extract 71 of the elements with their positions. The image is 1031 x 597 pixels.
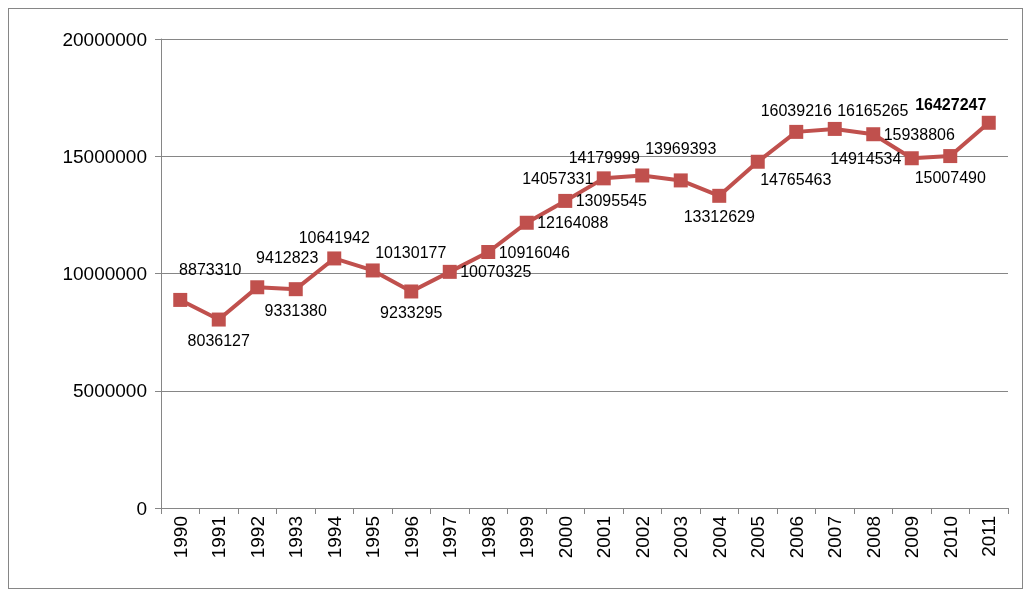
point [404, 284, 419, 299]
point [365, 263, 380, 278]
x-tick-label: 2011 [978, 516, 1000, 557]
point [211, 312, 226, 327]
point [250, 280, 265, 295]
point [558, 193, 573, 208]
data-label: 10916046 [498, 243, 570, 261]
y-tick-label: 5000000 [73, 380, 147, 402]
data-label: 15938806 [883, 125, 955, 143]
y-tick-label: 10000000 [62, 263, 147, 284]
point [866, 127, 881, 142]
data-label: 16165265 [837, 102, 909, 120]
point [442, 264, 457, 279]
point [173, 292, 188, 307]
x-tick-label: 2005 [747, 516, 769, 559]
point [673, 173, 688, 188]
x-tick-label: 2010 [939, 516, 961, 559]
point [750, 154, 765, 169]
y-tick-label: 20000000 [62, 28, 147, 50]
x-tick-label: 2009 [901, 516, 923, 559]
point [596, 171, 611, 186]
data-label: 8873310 [179, 261, 242, 279]
data-label: 12164088 [537, 214, 609, 232]
point [981, 115, 996, 130]
data-label: 9412823 [256, 248, 319, 266]
data-label: 14179999 [568, 148, 640, 166]
x-tick-label: 2006 [785, 516, 807, 559]
data-label: 10130177 [375, 243, 447, 261]
x-tick-label: 1991 [208, 516, 230, 559]
x-tick-label: 1997 [439, 516, 461, 559]
point [943, 149, 958, 164]
data-label: 9331380 [264, 301, 327, 319]
x-tick-label: 1996 [400, 516, 422, 559]
data-label: 13969393 [645, 139, 717, 157]
x-tick-label: 2007 [824, 516, 846, 559]
data-label: 16039216 [760, 102, 832, 120]
data-label: 8036127 [187, 332, 250, 350]
x-tick-label: 1992 [246, 516, 268, 559]
data-label: 10070325 [460, 263, 532, 281]
x-tick-label: 2003 [670, 516, 692, 559]
data-label: 14914534 [830, 149, 902, 167]
data-label: 16427247 [915, 96, 987, 114]
data-label: 14765463 [760, 171, 832, 189]
point [327, 251, 342, 266]
y-tick-label: 15000000 [62, 145, 147, 167]
x-tick-label: 1993 [285, 516, 307, 559]
x-tick-label: 2008 [862, 516, 884, 559]
point [635, 168, 650, 183]
point [712, 188, 727, 203]
x-tick-label: 2004 [708, 515, 730, 559]
data-label: 13312629 [683, 208, 755, 226]
point [481, 245, 496, 260]
point [288, 282, 303, 297]
point [789, 124, 804, 139]
x-tick-label: 1999 [516, 516, 538, 559]
x-tick-label: 1998 [477, 516, 499, 559]
x-tick-label: 1994 [323, 515, 345, 559]
point [519, 215, 534, 230]
data-label: 9233295 [380, 303, 443, 321]
point [827, 121, 842, 136]
x-tick-label: 1995 [362, 516, 384, 559]
data-label: 14057331 [522, 169, 594, 187]
point [904, 151, 919, 166]
data-label: 10641942 [298, 228, 370, 246]
y-tick-label: 0 [136, 497, 147, 519]
x-tick-label: 2002 [631, 516, 653, 559]
data-label: 15007490 [914, 168, 986, 186]
x-tick-label: 2000 [554, 516, 576, 559]
x-tick-label: 1990 [169, 516, 191, 559]
data-label: 13095545 [575, 192, 647, 210]
x-tick-label: 2001 [593, 516, 615, 559]
